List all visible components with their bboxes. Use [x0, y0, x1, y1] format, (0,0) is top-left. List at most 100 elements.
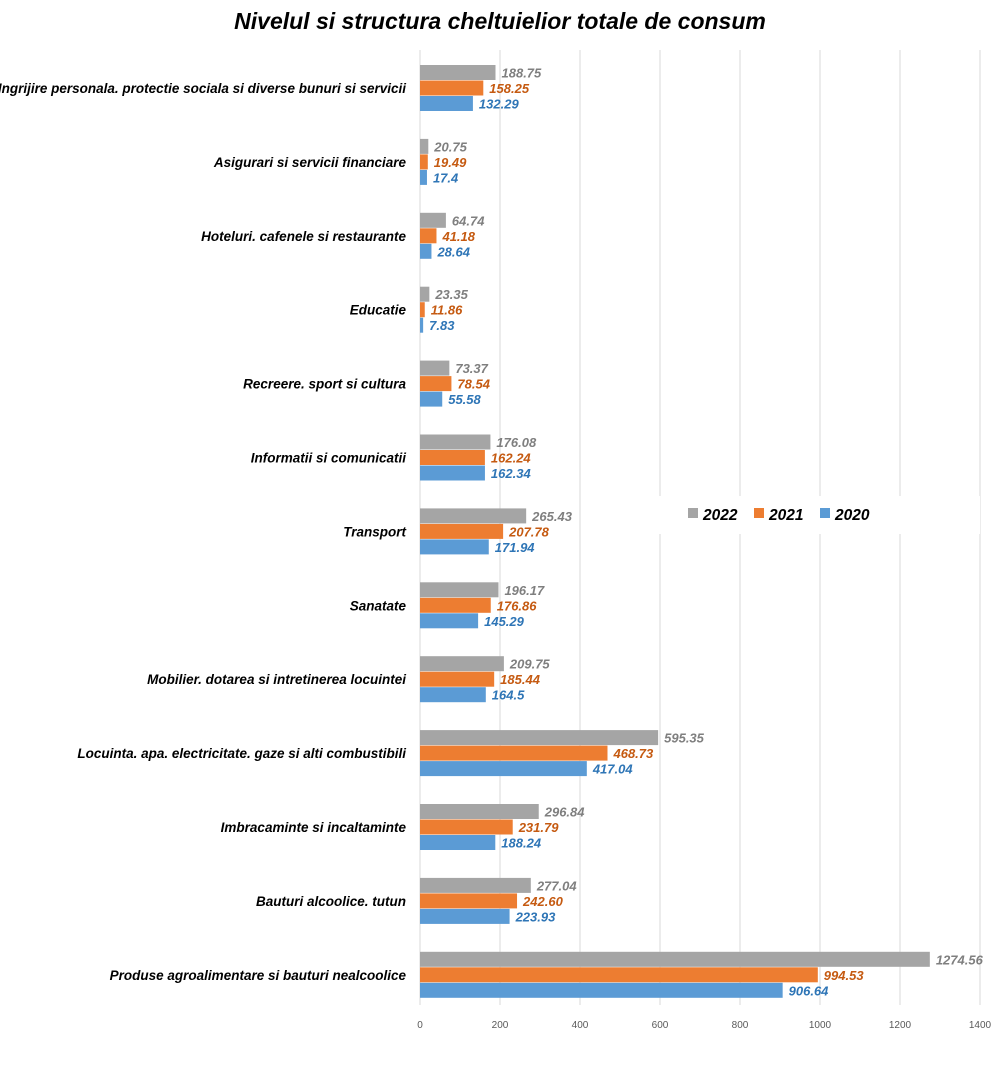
category-label: Hoteluri. cafenele si restaurante: [201, 229, 406, 244]
x-tick-label: 1400: [969, 1020, 992, 1031]
bar-2020: [420, 317, 424, 333]
x-tick-label: 400: [572, 1020, 589, 1031]
x-tick-label: 200: [492, 1020, 509, 1031]
x-tick-label: 600: [652, 1020, 669, 1031]
bar-2022: [420, 65, 496, 80]
x-tick-label: 0: [417, 1020, 423, 1031]
category-label: Locuinta. apa. electricitate. gaze si al…: [77, 746, 406, 761]
data-label-2020: 188.24: [501, 836, 542, 851]
category-label: Recreere. sport si cultura: [243, 377, 406, 392]
data-label-2022: 188.75: [502, 66, 543, 81]
bar-2021: [420, 154, 428, 170]
category-label: Asigurari si servicii financiare: [213, 155, 407, 170]
data-label-2021: 158.25: [489, 81, 530, 96]
category-label: Sanatate: [350, 598, 407, 613]
data-label-2021: 994.53: [824, 968, 865, 983]
bar-2020: [420, 243, 432, 259]
data-label-2021: 231.79: [518, 820, 560, 835]
data-label-2020: 55.58: [448, 392, 481, 407]
data-label-2020: 132.29: [479, 97, 520, 112]
bar-2022: [420, 582, 499, 598]
data-label-2021: 185.44: [500, 672, 541, 687]
data-label-2022: 296.84: [544, 805, 586, 820]
bar-2020: [420, 539, 489, 555]
bar-2021: [420, 819, 513, 835]
data-label-2021: 176.86: [497, 598, 538, 613]
bar-2020: [420, 465, 485, 481]
data-label-2022: 595.35: [664, 731, 705, 746]
bar-2020: [420, 391, 443, 407]
x-tick-label: 1000: [809, 1020, 832, 1031]
legend-background: [658, 496, 980, 534]
data-label-2020: 906.64: [789, 983, 830, 998]
bar-2022: [420, 360, 450, 376]
category-label: Educatie: [350, 303, 407, 318]
category-label: Ingrijire personala. protectie sociala s…: [0, 81, 406, 96]
bar-2021: [420, 745, 608, 761]
data-label-2020: 145.29: [484, 614, 525, 629]
bar-2020: [420, 169, 427, 185]
bar-2021: [420, 228, 437, 244]
x-tick-label: 800: [732, 1020, 749, 1031]
legend-label-2021: 2021: [768, 507, 803, 524]
legend-label-2022: 2022: [702, 507, 738, 524]
data-label-2022: 176.08: [496, 435, 537, 450]
category-label: Informatii si comunicatii: [251, 451, 407, 466]
x-tick-label: 1200: [889, 1020, 912, 1031]
data-label-2022: 196.17: [504, 583, 545, 598]
bar-2022: [420, 951, 930, 967]
data-label-2022: 277.04: [536, 878, 578, 893]
bar-2022: [420, 212, 446, 228]
data-label-2020: 7.83: [429, 318, 455, 333]
data-label-2021: 11.86: [431, 303, 463, 318]
data-label-2020: 17.4: [433, 170, 459, 185]
legend-swatch-2022: [688, 508, 698, 518]
bar-2021: [420, 967, 818, 983]
bar-2020: [420, 687, 486, 703]
bar-2020: [420, 96, 473, 111]
bar-2022: [420, 656, 504, 672]
data-label-2020: 162.34: [491, 466, 532, 481]
legend-label-2020: 2020: [834, 507, 870, 524]
bar-2022: [420, 434, 491, 450]
bar-2022: [420, 877, 531, 893]
bar-2022: [420, 508, 527, 524]
legend-swatch-2021: [754, 508, 764, 518]
data-label-2020: 28.64: [436, 244, 470, 259]
data-label-2021: 162.24: [491, 451, 532, 466]
bar-2021: [420, 376, 452, 392]
bar-2021: [420, 80, 484, 96]
bar-2022: [420, 138, 429, 154]
category-label: Transport: [343, 524, 406, 539]
data-label-2020: 171.94: [495, 540, 536, 555]
data-label-2021: 207.78: [508, 524, 550, 539]
data-label-2022: 209.75: [509, 657, 551, 672]
category-label: Mobilier. dotarea si intretinerea locuin…: [147, 672, 406, 687]
bar-2022: [420, 286, 430, 302]
data-label-2022: 23.35: [434, 287, 468, 302]
data-label-2020: 417.04: [592, 762, 634, 777]
category-label: Bauturi alcoolice. tutun: [256, 894, 406, 909]
data-label-2022: 1274.56: [936, 952, 984, 967]
data-label-2021: 468.73: [612, 746, 654, 761]
bar-2020: [420, 761, 587, 777]
data-label-2020: 164.5: [492, 688, 525, 703]
bar-2020: [420, 835, 496, 850]
data-label-2022: 64.74: [452, 213, 485, 228]
data-label-2022: 73.37: [455, 361, 488, 376]
chart-title: Nivelul si structura cheltuielior totale…: [234, 8, 766, 34]
category-label: Imbracaminte si incaltaminte: [221, 820, 407, 835]
data-label-2020: 223.93: [515, 909, 557, 924]
bar-2021: [420, 523, 504, 539]
bar-2021: [420, 302, 425, 318]
legend-swatch-2020: [820, 508, 830, 518]
category-label: Produse agroalimentare si bauturi nealco…: [110, 968, 407, 983]
data-label-2021: 242.60: [522, 894, 564, 909]
bar-2020: [420, 908, 510, 924]
bar-2022: [420, 730, 659, 746]
bar-2021: [420, 671, 495, 687]
bar-2020: [420, 982, 783, 998]
bar-2021: [420, 450, 485, 465]
